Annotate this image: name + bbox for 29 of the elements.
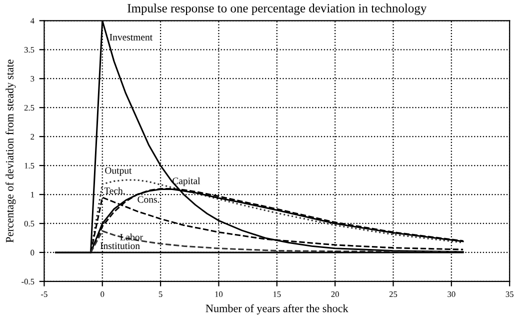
y-tick-label: -0.5 bbox=[22, 278, 34, 284]
series-label: Investment bbox=[110, 34, 152, 40]
y-tick-label: 3 bbox=[30, 76, 34, 82]
x-tick-label: 35 bbox=[506, 291, 514, 298]
y-tick-label: 0.5 bbox=[24, 220, 34, 226]
x-tick-label: 20 bbox=[331, 291, 339, 298]
y-tick-label: 0 bbox=[30, 250, 34, 256]
series-label: Cons. bbox=[138, 196, 160, 203]
x-axis-title: Number of years after the shock bbox=[206, 304, 348, 314]
series-label: Institution bbox=[100, 242, 140, 250]
x-tick-label: 5 bbox=[158, 291, 162, 298]
series-label: Labor bbox=[120, 234, 143, 240]
series-label: Output bbox=[105, 167, 132, 176]
x-tick-label: 0 bbox=[100, 291, 104, 298]
x-tick-label: 25 bbox=[389, 291, 398, 298]
y-tick-label: 1 bbox=[31, 192, 34, 198]
y-tick-label: 4 bbox=[30, 18, 34, 24]
x-tick-label: 10 bbox=[215, 291, 223, 298]
series-label: Capital bbox=[172, 177, 200, 186]
y-tick-label: 3.5 bbox=[24, 47, 34, 53]
x-tick-label: -5 bbox=[41, 291, 48, 298]
chart-title: Impulse response to one percentage deviation in technology bbox=[128, 4, 427, 16]
x-tick-label: 15 bbox=[273, 291, 281, 298]
y-axis-title: Percentage of deviation from steady state bbox=[6, 60, 16, 243]
y-tick-label: 2 bbox=[30, 134, 34, 140]
series-label: Tech. bbox=[104, 187, 125, 194]
y-tick-label: 1.5 bbox=[24, 162, 34, 169]
y-tick-label: 2.5 bbox=[24, 104, 34, 111]
x-tick-label: 30 bbox=[448, 291, 456, 298]
